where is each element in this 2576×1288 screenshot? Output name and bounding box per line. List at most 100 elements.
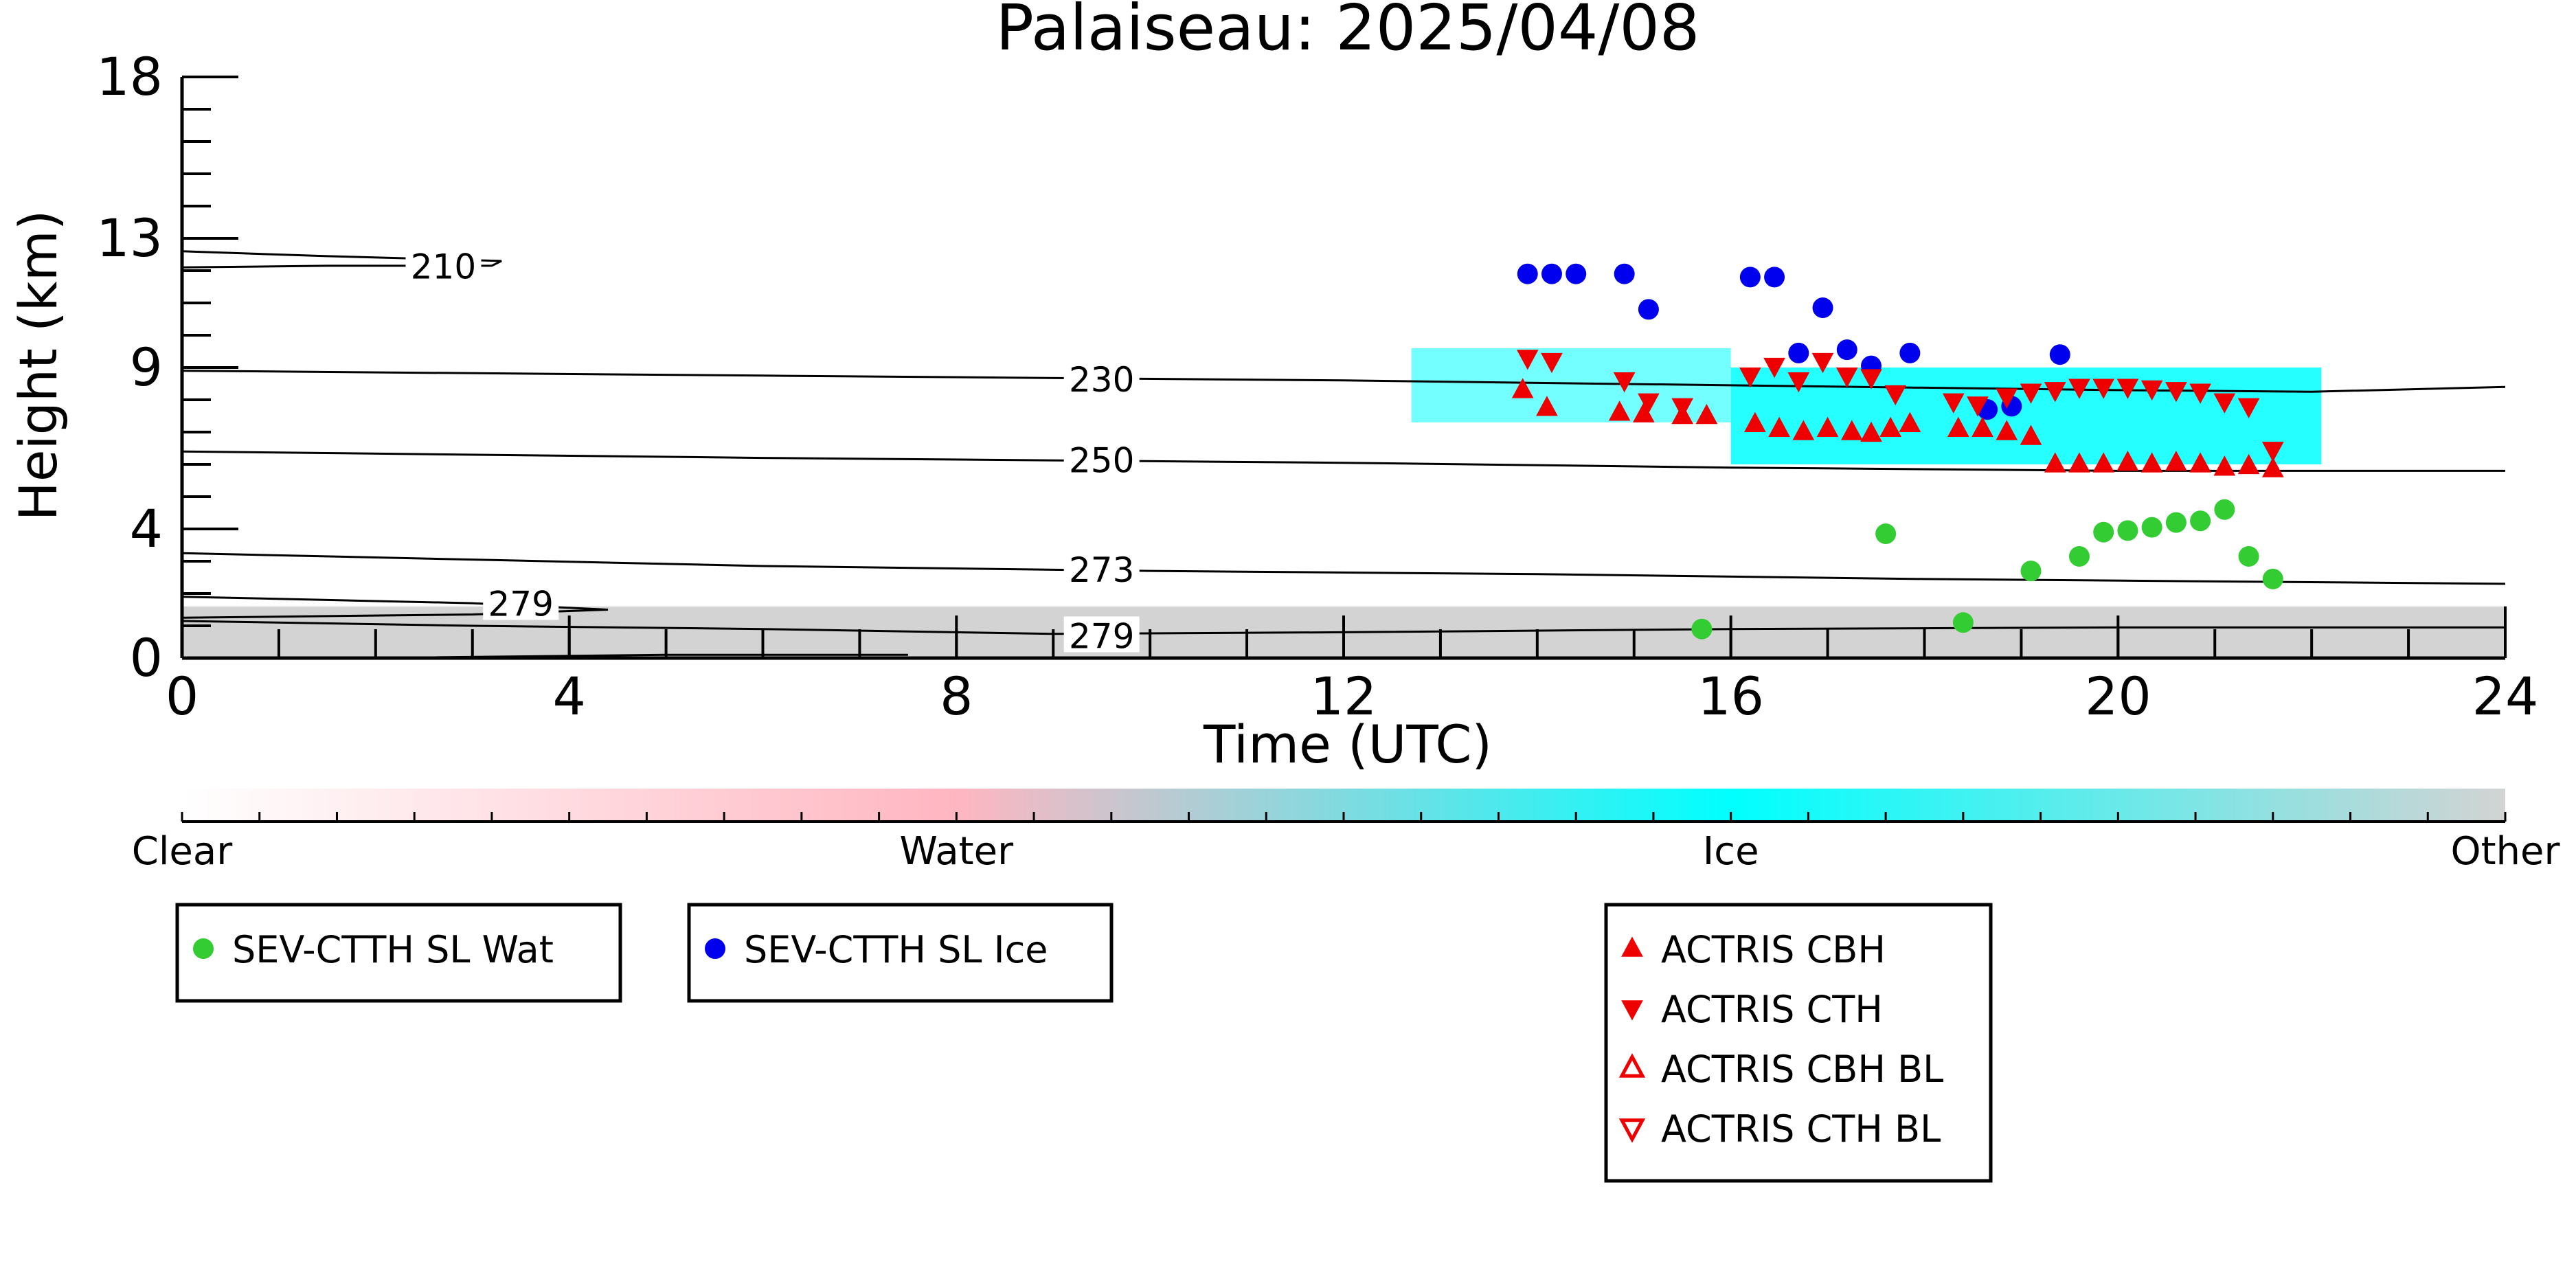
actris-cth-point <box>2165 382 2187 403</box>
actris-cth-point <box>1638 393 1660 414</box>
actris-cbh-point <box>1816 416 1839 438</box>
actris-cbh-point <box>1608 400 1631 421</box>
isotherm-label: 230 <box>1069 360 1134 400</box>
sev-ctth-sl-ice-point <box>1517 263 1538 284</box>
actris-cbh-point <box>1536 396 1558 416</box>
actris-cth-point <box>1613 372 1636 393</box>
actris-cth-point <box>1516 350 1539 370</box>
actris-cbh-point <box>2020 425 2042 445</box>
actris-cbh-point <box>2116 451 2139 471</box>
isotherm-label-bg <box>1063 440 1140 477</box>
sev-ctth-sl-wat-point <box>1691 618 1713 640</box>
sev-ctth-sl-ice-point <box>1739 267 1761 288</box>
colorbar-label: Water <box>900 829 1015 874</box>
x-tick-label: 12 <box>1311 666 1377 727</box>
actris-cbh-point <box>1511 378 1534 398</box>
sev-ctth-sl-ice-point <box>1812 297 1833 319</box>
legend-label-sev-ctth-sl-wat: SEV-CTTH SL Wat <box>232 928 554 971</box>
sev-ctth-sl-wat-point <box>2214 499 2235 520</box>
isotherm-label: 279 <box>488 584 553 624</box>
legend-marker-actris-cbh-bl <box>1618 1053 1646 1078</box>
legend-marker-sev-ctth-sl-ice <box>705 938 725 959</box>
chart-title: Palaiseau: 2025/04/08 <box>996 0 1700 65</box>
sev-ctth-sl-wat-point <box>2262 568 2283 589</box>
actris-cth-point <box>1860 369 1882 389</box>
y-axis-label: Height (km) <box>8 210 69 521</box>
actris-cth-point <box>2116 379 2139 399</box>
plot-area: 210 230 250 273 279 279 0 4 9 13 18 0 4 8 12 16 20 24 <box>96 46 2538 727</box>
actris-cth-point <box>1671 398 1694 418</box>
sev-ctth-sl-ice-point <box>1899 342 1921 363</box>
y-tick-label: 13 <box>96 207 163 269</box>
isotherm-label-bg <box>1063 550 1140 587</box>
actris-cth-point <box>1541 352 1563 374</box>
sev-ctth-sl-wat-point <box>2165 512 2187 533</box>
actris-cbh-point <box>2140 452 2163 473</box>
actris-cth-point <box>1763 357 1785 379</box>
sev-ctth-sl-wat-point <box>2068 545 2090 567</box>
actris-cbh-point <box>1792 420 1815 440</box>
actris-cbh-point <box>2092 452 2115 473</box>
isotherm-label-bg <box>483 584 559 620</box>
sev-ctth-sl-wat-point <box>2117 520 2138 541</box>
y-tick-label: 0 <box>130 627 163 688</box>
actris-cbh-point <box>2213 455 2236 476</box>
isotherm-label-bg <box>1063 359 1140 396</box>
actris-cbh-point <box>1947 416 1969 438</box>
x-axis-label: Time (UTC) <box>1203 714 1492 775</box>
sev-ctth-sl-ice-point <box>1836 339 1857 361</box>
isotherm-label: 273 <box>1069 550 1134 590</box>
sev-ctth-sl-ice-point <box>1541 263 1562 284</box>
sev-ctth-sl-ice-point <box>1566 263 1587 284</box>
actris-cth-point <box>2261 442 2284 462</box>
actris-cth-point <box>1884 385 1907 406</box>
sev-ctth-sl-ice-point <box>2049 344 2070 365</box>
actris-cbh-point <box>1996 420 2018 440</box>
actris-cbh-point <box>2237 453 2260 475</box>
actris-cbh-point <box>1695 403 1718 425</box>
legend-label-actris-cbh: ACTRIS CBH <box>1661 928 1886 971</box>
legend-box <box>175 903 622 1003</box>
actris-cth-point <box>1811 352 1834 374</box>
x-tick-label: 8 <box>940 666 973 727</box>
x-tick-label: 0 <box>166 666 199 727</box>
actris-cbh-point <box>2044 452 2066 473</box>
isotherm-line <box>181 552 2506 585</box>
actris-cbh-point <box>1879 416 1902 438</box>
colorbar-label: Clear <box>132 829 233 874</box>
actris-cbh-point <box>2068 452 2090 473</box>
actris-cth-point <box>1996 388 2018 409</box>
actris-cbh-point <box>1840 420 1863 440</box>
isotherm-label: 250 <box>1069 440 1134 480</box>
legend-label-sev-ctth-sl-ice: SEV-CTTH SL Ice <box>744 928 1048 971</box>
sev-ctth-sl-wat-point <box>1952 612 1974 633</box>
actris-cbh-point <box>2261 457 2284 477</box>
legend-box <box>687 903 1114 1003</box>
sev-ctth-sl-ice-point <box>1638 299 1659 320</box>
legend-marker-actris-cth-bl <box>1618 1118 1646 1143</box>
sev-ctth-sl-wat-point <box>1875 523 1897 545</box>
isotherm-label-bg <box>1063 616 1140 653</box>
actris-cth-point <box>1967 396 1989 417</box>
legend-marker-actris-cbh <box>1621 936 1643 957</box>
actris-cbh-point <box>1744 411 1766 432</box>
sev-ctth-sl-wat-point <box>2093 521 2114 543</box>
actris-cth-point <box>2092 379 2115 399</box>
legend: SEV-CTTH SL Wat SEV-CTTH SL Ice ACTRIS CBH… <box>175 903 1993 1183</box>
isotherm-label: 279 <box>1069 616 1134 656</box>
x-tick-label: 24 <box>2472 666 2539 727</box>
actris-cbh-point <box>2189 452 2211 473</box>
legend-box <box>1604 903 1993 1183</box>
legend-label-actris-cth-bl: ACTRIS CTH BL <box>1661 1107 1941 1151</box>
colorbar-label: Ice <box>1703 829 1759 874</box>
isotherm-label-bg <box>405 247 482 283</box>
ice-cloud-region <box>1730 368 2322 464</box>
actris-cth-point <box>2140 380 2163 401</box>
sev-ctth-sl-wat-point <box>2190 510 2211 532</box>
actris-cth-point <box>1739 368 1761 388</box>
actris-cbh-point <box>1971 416 1993 438</box>
x-tick-label: 4 <box>552 666 585 727</box>
actris-cth-point <box>2044 382 2066 403</box>
actris-cbh-point <box>1860 421 1882 442</box>
